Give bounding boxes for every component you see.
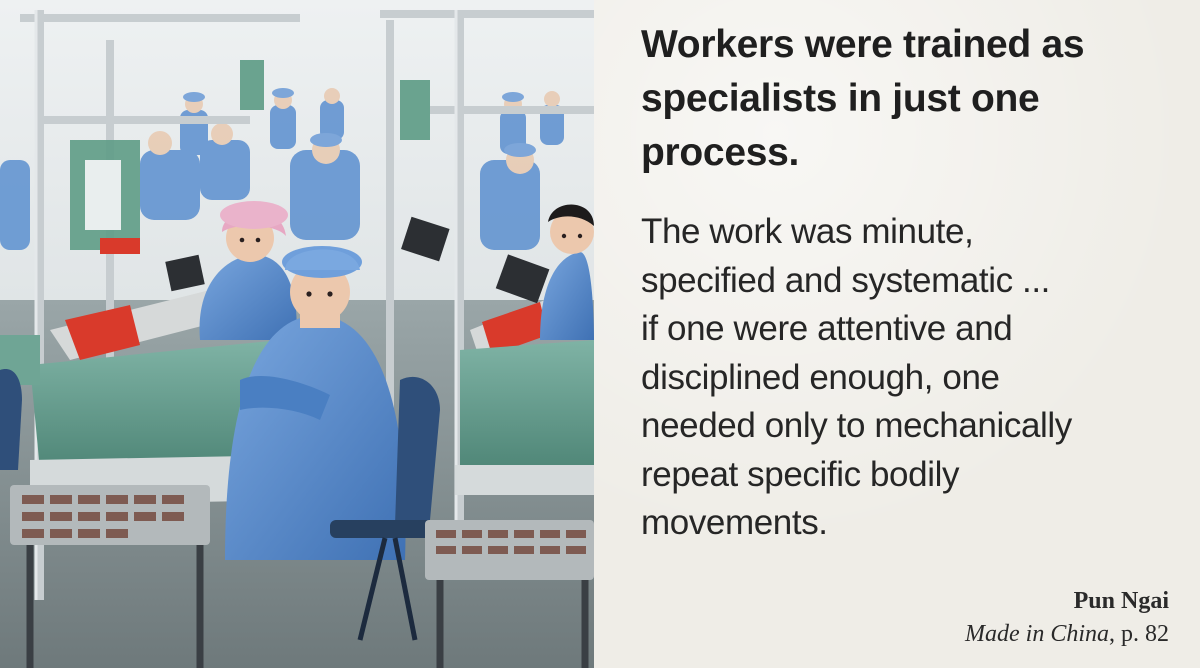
chairs: [0, 369, 440, 641]
worker-right: [540, 204, 594, 340]
source-citation: Made in China, p. 82: [965, 618, 1169, 650]
component-trays: [10, 485, 594, 580]
factory-photo: [0, 0, 594, 668]
quote-line: disciplined enough, one: [641, 357, 1000, 397]
red-trays: [50, 216, 555, 360]
quote-line: The work was minute,: [641, 212, 974, 251]
quote-line: needed only to mechanically: [641, 406, 1072, 445]
quote-text: The work was minute, specified and syste…: [641, 208, 1186, 548]
background-workers: [0, 88, 564, 250]
quote-panel: Workers were trained as specialists in j…: [594, 0, 1200, 668]
headline: Workers were trained as specialists in j…: [641, 23, 1085, 174]
quote-line: repeat specific bodily: [641, 454, 960, 494]
quote-line: movements.: [641, 503, 828, 542]
attribution: Pun Ngai Made in China, p. 82: [965, 584, 1169, 650]
worker-foreground: [225, 246, 406, 560]
quote-line: specified and systematic ...: [641, 260, 1050, 300]
factory-illustration: [0, 0, 594, 668]
quote-line: if one were attentive and: [641, 309, 1013, 348]
page-reference: , p. 82: [1109, 621, 1169, 647]
author-name: Pun Ngai: [1073, 588, 1169, 614]
book-title: Made in China: [965, 621, 1109, 647]
worker-pink-cap: [199, 201, 297, 340]
